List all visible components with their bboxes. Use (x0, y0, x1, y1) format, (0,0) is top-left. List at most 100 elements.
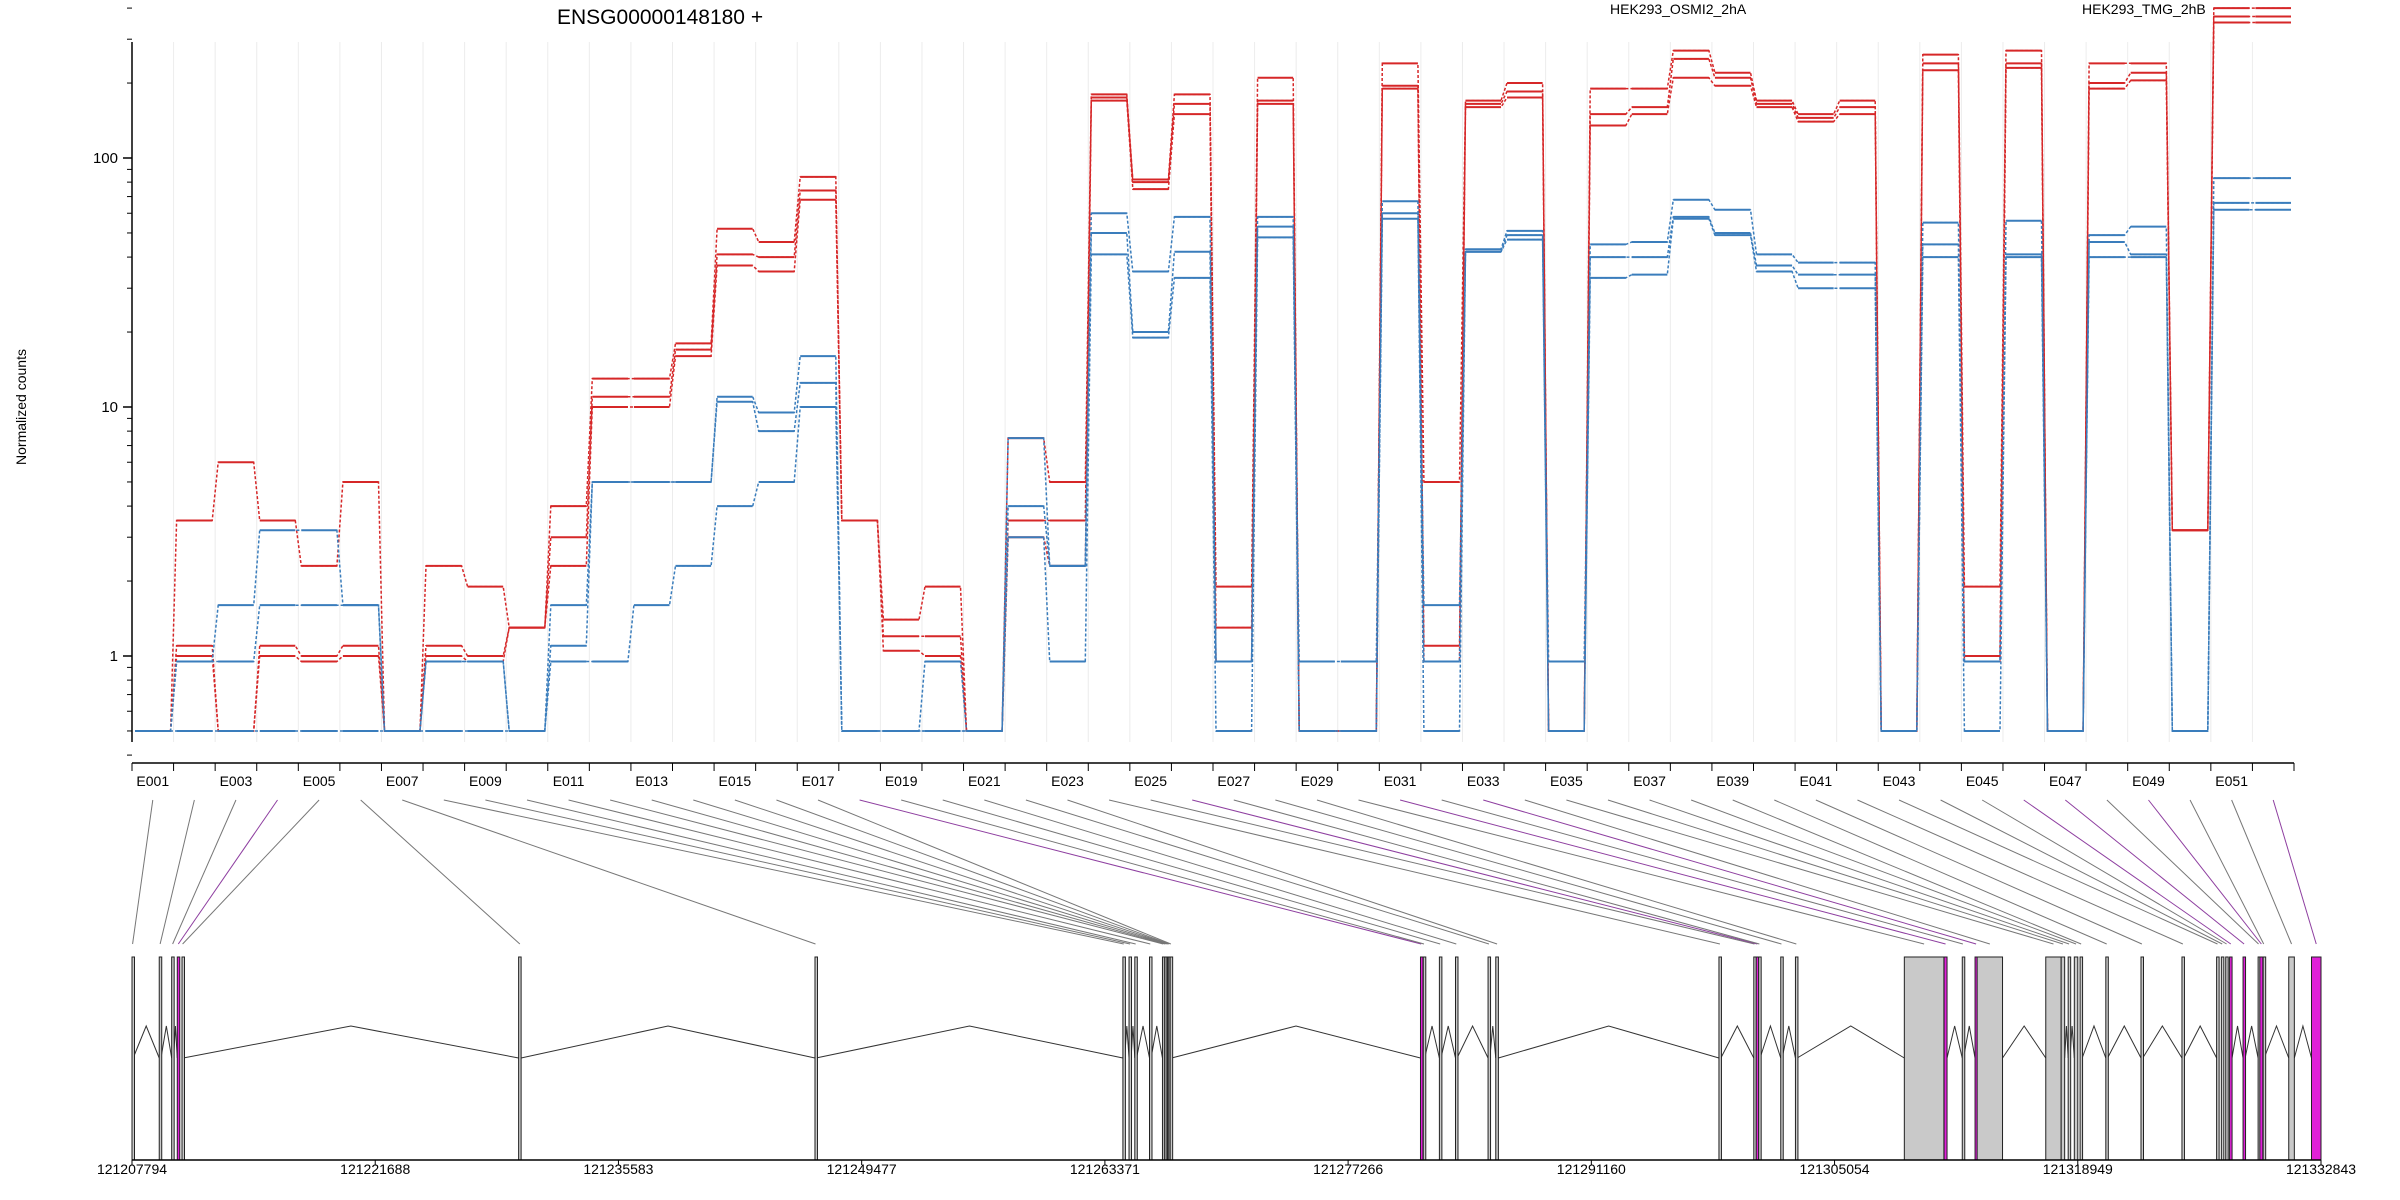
connector-line (1358, 799, 1925, 945)
genomic-tick-label: 121207794 (97, 1161, 167, 1177)
genomic-tick-label: 121332843 (2286, 1161, 2356, 1177)
exon-axis: E001 E003 E005 E007 E009 E011 E013 E015 E017 E019… (131, 762, 2295, 789)
exon-tick-label: E003 (220, 773, 253, 789)
connector-line (568, 799, 1151, 945)
exon-connectors (132, 799, 2317, 945)
exon-tick-label: E049 (2132, 773, 2165, 789)
connector-line (1649, 799, 2070, 945)
exon-box-E039 (2079, 956, 2084, 1161)
chart-title: ENSG00000148180 + (557, 6, 763, 29)
y-tick-label: 10 (101, 399, 118, 416)
intron-line (1796, 1025, 1905, 1059)
exon-box-E036 (2060, 956, 2066, 1161)
connector-line (132, 799, 154, 945)
connector-line (1399, 799, 1946, 945)
intron-line (2142, 1025, 2183, 1059)
genomic-tick-label: 121305054 (1800, 1161, 1870, 1177)
exon-box-E045 (2225, 956, 2229, 1161)
exon-tick-label: E037 (1633, 773, 1666, 789)
connector-line (1316, 799, 1797, 945)
connector-line (1981, 799, 2227, 945)
exon-tick-label: E023 (1051, 773, 1084, 789)
intron-line (160, 1025, 173, 1059)
connector-line (1940, 799, 2223, 945)
exon-box-E028 (1780, 956, 1784, 1161)
intron-line (1171, 1025, 1421, 1059)
exon-box-E017 (1169, 956, 1174, 1161)
connector-line (402, 799, 816, 945)
exon-tick-label: E025 (1134, 773, 1167, 789)
exon-box-E038 (2073, 956, 2079, 1161)
genomic-axis: 121207794 121221688 121235583 121249477 1212… (97, 1159, 2356, 1177)
exon-tick-label: E031 (1384, 773, 1417, 789)
exon-tick-label: E035 (1550, 773, 1583, 789)
exon-tick-label: E029 (1301, 773, 1334, 789)
intron-line (2231, 1025, 2244, 1059)
exon-box-E011 (1149, 956, 1153, 1161)
exon-box-E041 (2140, 956, 2144, 1161)
exon-box-E003 (171, 956, 175, 1161)
exon-tick-label: E027 (1217, 773, 1250, 789)
connector-line (859, 799, 1422, 945)
connector-line (984, 799, 1457, 945)
intron-line (132, 1024, 160, 1059)
genomic-tick-label: 121235583 (583, 1161, 653, 1177)
intron-line (520, 1025, 816, 1059)
vertical-grid (173, 42, 2253, 742)
exon-box-E005 (181, 956, 185, 1161)
connector-line (1150, 799, 1755, 945)
exon-box-E050 (2262, 956, 2267, 1161)
connector-line (693, 799, 1167, 945)
exon-box-E040 (2105, 956, 2109, 1161)
connector-line (172, 799, 237, 945)
intron-line (1946, 1025, 1963, 1059)
connector-line (1566, 799, 2054, 945)
connector-line (2189, 799, 2265, 945)
connector-line (159, 799, 195, 945)
connector-line (1483, 799, 1977, 945)
exon-tick-label: E021 (968, 773, 1001, 789)
exon-tick-label: E041 (1800, 773, 1833, 789)
y-axis: 1 10 100 (93, 7, 133, 756)
intron-line (1440, 1025, 1456, 1059)
y-tick-label: 1 (110, 648, 118, 665)
genomic-tick-label: 121318949 (2043, 1161, 2113, 1177)
connector-line (526, 799, 1136, 945)
exon-tick-label: E011 (553, 773, 585, 789)
connector-line (2106, 799, 2259, 945)
intron-line (1136, 1025, 1150, 1059)
connector-line (2231, 799, 2293, 945)
intron-line (2064, 1025, 2069, 1059)
connector-line (1690, 799, 2077, 945)
connector-line (360, 799, 521, 945)
exon-box-E027 (1758, 956, 1762, 1161)
connector-line (1192, 799, 1758, 945)
intron-line (2183, 1024, 2218, 1059)
connector-line (443, 799, 1124, 945)
intron-line (1424, 1025, 1440, 1059)
exon-tick-label: E019 (885, 773, 918, 789)
exon-box-E044 (2220, 956, 2225, 1161)
connector-line (817, 799, 1172, 945)
exon-box-E008 (1122, 956, 1126, 1161)
exon-box-E022 (1487, 956, 1492, 1161)
exon-box-E052 (2310, 956, 2322, 1161)
intron-line (1498, 1025, 1720, 1059)
exon-tick-label: E001 (136, 773, 169, 789)
genomic-tick-label: 121277266 (1313, 1161, 1383, 1177)
connector-line (2148, 799, 2262, 945)
y-axis-label: Normalized counts (13, 349, 29, 465)
connector-line (610, 799, 1164, 945)
exon-box-E051 (2288, 956, 2295, 1161)
intron-line (1456, 1024, 1489, 1059)
connector-line (1607, 799, 2064, 945)
intron-line (1759, 1024, 1782, 1059)
exon-tick-label: E015 (719, 773, 752, 789)
exon-tick-label: E017 (802, 773, 835, 789)
intron-line (1781, 1025, 1796, 1059)
intron-line (2293, 1024, 2312, 1059)
intron-line (1963, 1025, 1976, 1059)
exon-box-E047 (2242, 956, 2247, 1161)
genomic-tick-label: 121263371 (1070, 1161, 1140, 1177)
